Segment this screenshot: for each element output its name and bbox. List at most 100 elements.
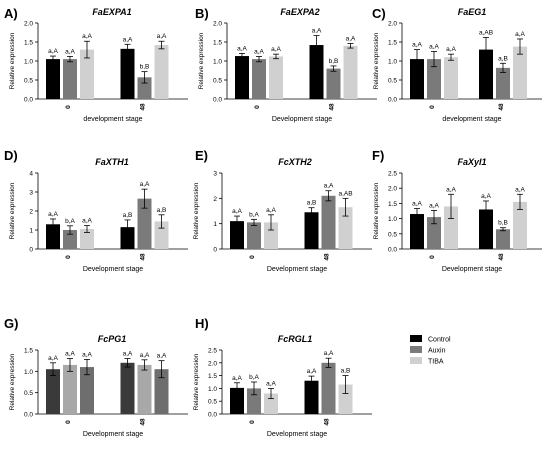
- chart-title: FcXTH2: [278, 157, 312, 167]
- data-label: a,A: [82, 218, 92, 225]
- data-label: a,A: [140, 181, 150, 188]
- chart-title: FaEXPA2: [280, 7, 319, 17]
- y-tick-label: 0: [213, 247, 217, 254]
- y-tick-label: 1.0: [24, 59, 33, 66]
- chart-title: FaEXPA1: [92, 7, 131, 17]
- data-label: a,A: [324, 350, 334, 357]
- data-label: a,A: [82, 351, 92, 358]
- bar-0-series-2: [63, 230, 77, 249]
- y-axis-label: Relative expression: [9, 182, 16, 239]
- x-axis-label: Development stage: [267, 431, 327, 438]
- data-label: a,B: [157, 207, 167, 214]
- data-label: a,A: [346, 36, 356, 43]
- data-label: a,A: [232, 208, 242, 215]
- y-tick-label: 1.5: [213, 40, 222, 47]
- bar-0-series-2: [252, 59, 266, 99]
- y-axis-label: Relative expression: [9, 32, 16, 89]
- chart-panel-6: F) FaXyl1 0.0 0.5 1.0 1.5 2.0 2.5 Relative expre…: [372, 148, 542, 273]
- data-label: a,A: [446, 46, 456, 53]
- panel-label: C): [372, 6, 386, 21]
- x-tick-label: 0: [65, 420, 72, 424]
- y-tick-label: 1.5: [24, 348, 33, 355]
- data-label: a,A: [65, 351, 75, 358]
- bar-0-series-1: [46, 224, 60, 249]
- chart-panel-7: G) FcPG1 0.0 0.5 1.0 1.5 Relative expression a,…: [4, 316, 188, 438]
- chart-title: FcPG1: [98, 334, 127, 344]
- x-axis-label: Development stage: [272, 116, 332, 123]
- x-tick-label: 48: [498, 253, 505, 261]
- bar-48-series-1: [120, 362, 135, 414]
- bar-48-series-3: [513, 201, 527, 249]
- y-tick-label: 2.0: [24, 21, 33, 28]
- y-tick-label: 0.0: [213, 97, 222, 104]
- data-label: a,A: [157, 33, 167, 40]
- bar-48-series-3: [154, 369, 169, 414]
- chart-title: FaEG1: [458, 7, 487, 17]
- y-tick-label: 1.0: [24, 369, 33, 376]
- x-tick-label: 0: [65, 105, 72, 109]
- bar-0-series-3: [264, 222, 278, 249]
- data-label: b,A: [65, 218, 75, 225]
- bar-0-series-2: [427, 217, 441, 249]
- data-label: a,A: [412, 42, 422, 49]
- chart-title: FcRGL1: [278, 334, 313, 344]
- y-axis-label: Relative expression: [373, 182, 380, 239]
- data-label: b,A: [249, 211, 259, 218]
- x-axis-label: Development stage: [83, 431, 143, 438]
- bar-0-series-3: [80, 49, 94, 99]
- x-tick-label: 0: [249, 420, 256, 424]
- bar-0-series-3: [80, 367, 94, 414]
- bar-48-series-3: [154, 45, 169, 99]
- data-label: a,A: [48, 355, 58, 362]
- y-tick-label: 2.0: [208, 360, 217, 367]
- y-tick-label: 2.0: [388, 21, 397, 28]
- bar-48-series-3: [338, 207, 353, 249]
- y-tick-label: 1.0: [388, 216, 397, 223]
- x-tick-label: 0: [65, 255, 72, 259]
- y-tick-label: 4: [29, 171, 33, 178]
- bar-48-series-3: [338, 384, 353, 414]
- panel-label: G): [4, 316, 18, 331]
- data-label: a,A: [82, 33, 92, 40]
- y-tick-label: 1: [29, 228, 33, 235]
- legend: Control Auxin TIBA: [410, 335, 451, 366]
- x-axis-label: development stage: [83, 116, 142, 123]
- y-tick-label: 2.0: [388, 186, 397, 193]
- bar-48-series-1: [304, 380, 319, 414]
- data-label: a,A: [48, 48, 58, 55]
- data-label: a,A: [65, 48, 75, 55]
- chart-title: FaXyl1: [457, 157, 486, 167]
- x-axis-label: Development stage: [83, 266, 143, 273]
- y-axis-label: Relative expression: [193, 182, 200, 239]
- y-tick-label: 1.0: [213, 59, 222, 66]
- y-tick-label: 0.5: [388, 231, 397, 238]
- y-tick-label: 0.0: [24, 412, 33, 419]
- legend-label-tiba: TIBA: [428, 359, 444, 366]
- legend-swatch-control: [410, 335, 422, 342]
- bar-48-series-2: [496, 67, 510, 99]
- bar-0-series-1: [410, 59, 424, 99]
- bar-48-series-1: [120, 227, 135, 249]
- x-axis-label: development stage: [442, 116, 501, 123]
- x-tick-label: 48: [140, 253, 147, 261]
- data-label: a,A: [254, 48, 264, 55]
- data-label: a,AB: [479, 29, 493, 36]
- bar-0-series-3: [444, 57, 458, 99]
- chart-panel-2: B) FaEXPA2 0.0 0.5 1.0 1.5 2.0 Relative express…: [195, 6, 377, 123]
- bar-48-series-1: [309, 45, 324, 99]
- panel-label: E): [195, 148, 208, 163]
- y-axis-label: Relative expression: [373, 32, 380, 89]
- data-label: a,A: [429, 44, 439, 51]
- data-label: a,B: [498, 55, 508, 62]
- bar-0-series-2: [247, 222, 261, 249]
- data-label: a,A: [324, 183, 334, 190]
- data-label: b,A: [249, 374, 259, 381]
- chart-title: FaXTH1: [95, 157, 129, 167]
- y-tick-label: 0.0: [388, 247, 397, 254]
- data-label: a,A: [271, 46, 281, 53]
- y-tick-label: 1.0: [388, 59, 397, 66]
- bar-48-series-2: [496, 229, 510, 249]
- y-tick-label: 0.0: [208, 412, 217, 419]
- bar-0-series-2: [427, 59, 441, 99]
